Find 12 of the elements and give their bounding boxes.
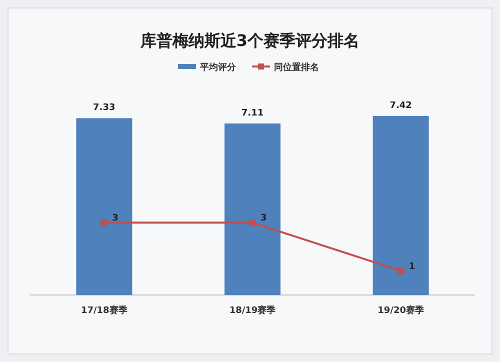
x-tick-label: 18/19赛季	[229, 305, 277, 316]
data-label: 3	[260, 214, 267, 224]
data-label: 7.33	[93, 103, 116, 114]
legend-label: 平均评分	[199, 62, 237, 73]
x-tick-label: 17/18赛季	[80, 305, 128, 316]
chart-title: 库普梅纳斯近3个赛季评分排名	[139, 31, 360, 50]
legend-label: 同位置排名	[274, 62, 319, 73]
data-label: 1	[408, 262, 416, 272]
x-tick-label: 19/20赛季	[378, 305, 425, 316]
data-label: 7.11	[241, 108, 264, 118]
data-label: 7.42	[390, 101, 412, 111]
data-label: 3	[112, 214, 118, 224]
